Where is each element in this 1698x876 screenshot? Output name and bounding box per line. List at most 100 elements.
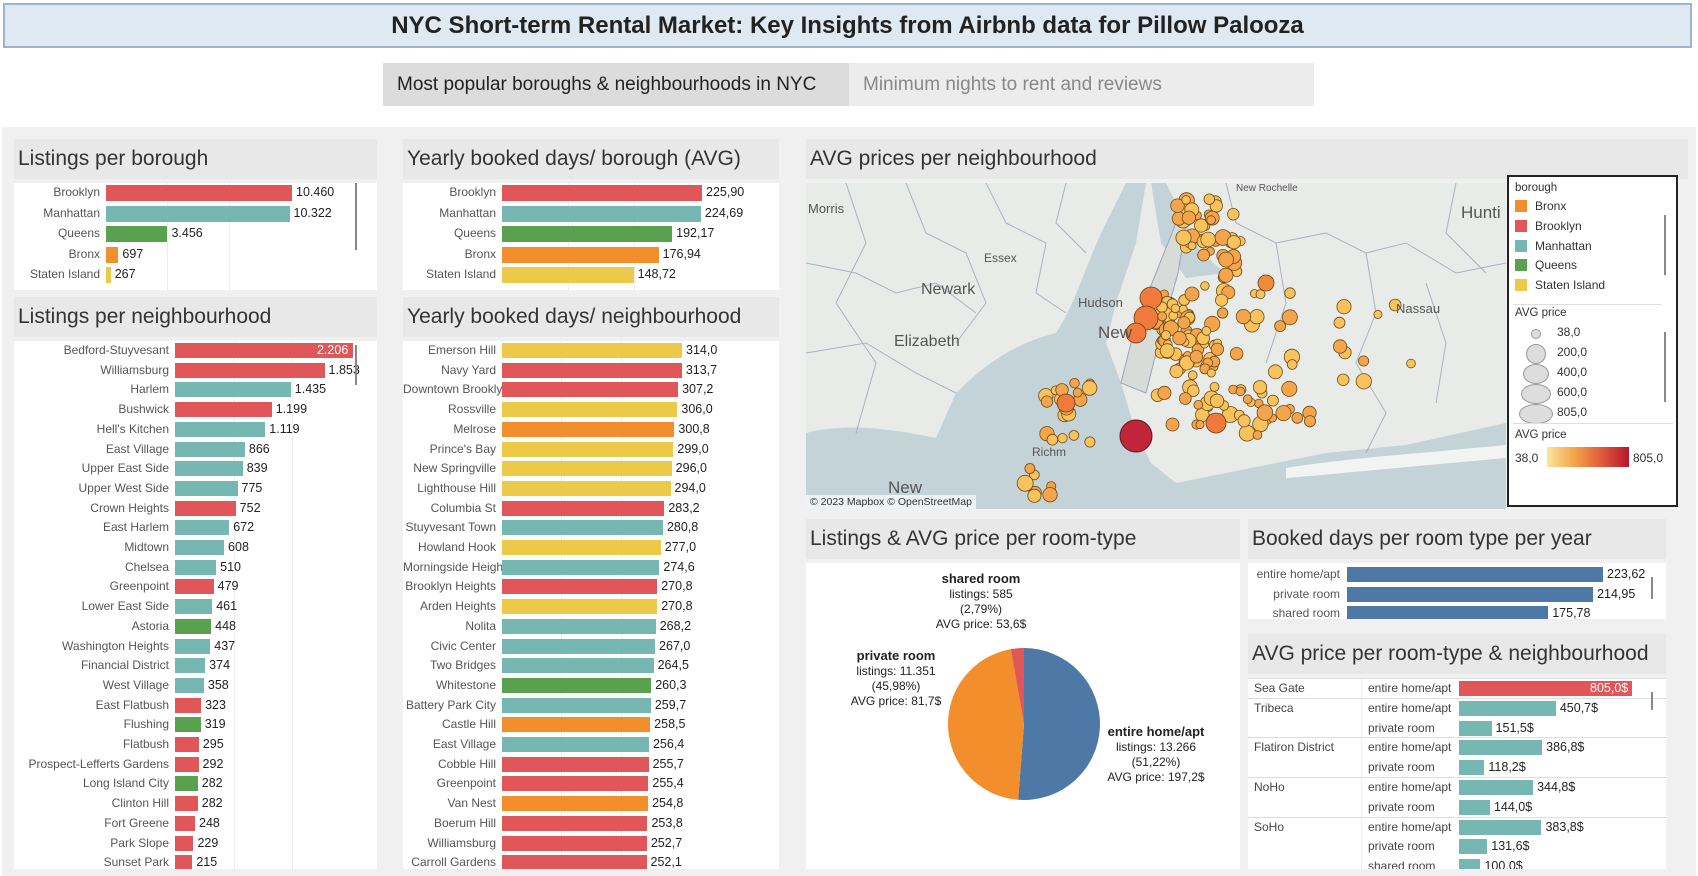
bar[interactable] bbox=[106, 267, 111, 283]
bar-row[interactable]: Rossville 306,0 bbox=[403, 400, 779, 420]
scrollbar[interactable] bbox=[355, 183, 357, 250]
bar[interactable] bbox=[175, 599, 213, 615]
map-point[interactable] bbox=[1229, 346, 1244, 361]
bar[interactable] bbox=[175, 343, 353, 358]
bar[interactable] bbox=[175, 500, 236, 516]
map-point[interactable] bbox=[1206, 368, 1216, 378]
bar-row[interactable]: Lower East Side 461 bbox=[14, 597, 377, 617]
bar[interactable] bbox=[1347, 567, 1603, 582]
map-point[interactable] bbox=[1069, 377, 1080, 389]
map-point[interactable] bbox=[1205, 412, 1227, 434]
map-point[interactable] bbox=[1210, 342, 1224, 356]
pie-slice-entire-home-apt[interactable] bbox=[1018, 648, 1100, 800]
bar[interactable] bbox=[502, 835, 647, 851]
map-point[interactable] bbox=[1238, 424, 1256, 442]
pie-slice-shared-room[interactable] bbox=[1010, 648, 1024, 724]
bar-row[interactable]: Navy Yard 313,7 bbox=[403, 361, 779, 381]
map-point[interactable] bbox=[1189, 349, 1204, 364]
bar[interactable] bbox=[502, 480, 671, 496]
bar[interactable] bbox=[175, 855, 193, 869]
bar-row[interactable]: Williamsburg 1.853 bbox=[14, 361, 377, 381]
bar-row[interactable]: Park Slope 229 bbox=[14, 834, 377, 854]
bar[interactable] bbox=[502, 796, 649, 812]
bar[interactable] bbox=[175, 717, 201, 733]
bar[interactable] bbox=[502, 540, 661, 555]
bar-row[interactable]: Van Nest 254,8 bbox=[403, 794, 779, 814]
map-point[interactable] bbox=[1056, 393, 1076, 413]
bar[interactable] bbox=[175, 540, 225, 555]
bar[interactable] bbox=[502, 402, 678, 418]
bar[interactable] bbox=[1459, 681, 1632, 696]
bar[interactable] bbox=[175, 559, 217, 575]
bar[interactable] bbox=[175, 480, 238, 496]
bar[interactable] bbox=[175, 697, 202, 713]
price-room-neighbourhood-chart[interactable]: Sea Gate entire home/apt 805,0$ Tribeca enti… bbox=[1248, 678, 1666, 869]
bar[interactable] bbox=[502, 579, 658, 595]
bar[interactable] bbox=[502, 756, 649, 772]
bar[interactable] bbox=[1459, 780, 1534, 795]
bar-row[interactable]: Columbia St 283,2 bbox=[403, 499, 779, 519]
bar-row[interactable]: Battery Park City 259,7 bbox=[403, 696, 779, 716]
bar[interactable] bbox=[502, 737, 649, 752]
bar[interactable] bbox=[1459, 720, 1492, 736]
bar[interactable] bbox=[502, 362, 682, 378]
map-point[interactable] bbox=[1187, 370, 1198, 381]
bar-row[interactable]: Brooklyn 10.460 bbox=[14, 183, 377, 203]
bar-row[interactable]: Upper East Side 839 bbox=[14, 459, 377, 479]
bar-row[interactable]: Stuyvesant Town 280,8 bbox=[403, 518, 779, 538]
bar-row[interactable]: Midtown 608 bbox=[14, 538, 377, 558]
price-map[interactable]: Morris Essex Newark Hudson New Elizabeth… bbox=[806, 183, 1506, 509]
map-point[interactable] bbox=[1274, 320, 1287, 333]
map-point[interactable] bbox=[1242, 394, 1253, 405]
bar-row[interactable]: entire home/apt 223,62 bbox=[1248, 565, 1666, 585]
map-point[interactable] bbox=[1252, 430, 1263, 440]
map-point[interactable] bbox=[1257, 274, 1275, 292]
bar[interactable] bbox=[175, 382, 291, 398]
bar-row[interactable]: Flushing 319 bbox=[14, 715, 377, 735]
bar[interactable] bbox=[175, 815, 195, 831]
map-point[interactable] bbox=[1187, 241, 1197, 251]
bar-row[interactable]: New Springville 296,0 bbox=[403, 459, 779, 479]
bar[interactable] bbox=[502, 500, 665, 516]
bar[interactable] bbox=[175, 677, 204, 693]
bar-row[interactable]: Greenpoint 255,4 bbox=[403, 774, 779, 794]
bar-row[interactable]: Chelsea 510 bbox=[14, 558, 377, 578]
bar[interactable] bbox=[175, 618, 212, 634]
map-point[interactable] bbox=[1215, 293, 1229, 307]
bar-row[interactable]: Manhattan 224,69 bbox=[403, 204, 779, 224]
map-point[interactable] bbox=[1235, 309, 1251, 325]
bar[interactable] bbox=[502, 441, 674, 457]
map-point[interactable] bbox=[1181, 195, 1191, 205]
room-type-pie[interactable] bbox=[806, 563, 1240, 869]
bar-row[interactable]: Washington Heights 437 bbox=[14, 637, 377, 657]
map-point[interactable] bbox=[1209, 393, 1225, 409]
bar-row[interactable]: Greenpoint 479 bbox=[14, 577, 377, 597]
bar-row[interactable]: Bedford-Stuyvesant 2.206 bbox=[14, 341, 377, 361]
listings-per-borough-chart[interactable]: Brooklyn 10.460 Manhattan 10.322 Queens 3.456… bbox=[14, 183, 377, 290]
bar-row[interactable]: Carroll Gardens 252,1 bbox=[403, 853, 779, 869]
map-point[interactable] bbox=[1175, 229, 1192, 246]
bar-row[interactable]: Two Bridges 264,5 bbox=[403, 656, 779, 676]
map-point[interactable] bbox=[1209, 381, 1220, 392]
bar-row[interactable]: Queens 192,17 bbox=[403, 224, 779, 244]
map-point[interactable] bbox=[1373, 309, 1383, 319]
bar-row[interactable]: East Flatbush 323 bbox=[14, 696, 377, 716]
bar-row[interactable]: Downtown Brooklyn 307,2 bbox=[403, 380, 779, 400]
bar-row[interactable]: Long Island City 282 bbox=[14, 774, 377, 794]
map-point[interactable] bbox=[1332, 339, 1348, 354]
map-point[interactable] bbox=[1275, 405, 1292, 422]
map-point[interactable] bbox=[1226, 235, 1241, 250]
bar[interactable] bbox=[502, 185, 702, 201]
map-point[interactable] bbox=[1125, 322, 1147, 344]
bar[interactable] bbox=[175, 776, 198, 792]
map-point[interactable] bbox=[1333, 316, 1346, 329]
bar[interactable] bbox=[1459, 740, 1543, 756]
bar[interactable] bbox=[502, 559, 660, 575]
bar-row[interactable]: Flatbush 295 bbox=[14, 735, 377, 755]
bar[interactable] bbox=[175, 638, 211, 654]
bar-row[interactable]: Fort Greene 248 bbox=[14, 814, 377, 834]
bar[interactable] bbox=[1459, 819, 1542, 835]
bar[interactable] bbox=[502, 246, 659, 263]
map-point[interactable] bbox=[1068, 430, 1080, 441]
bar-row[interactable]: Cobble Hill 255,7 bbox=[403, 755, 779, 775]
